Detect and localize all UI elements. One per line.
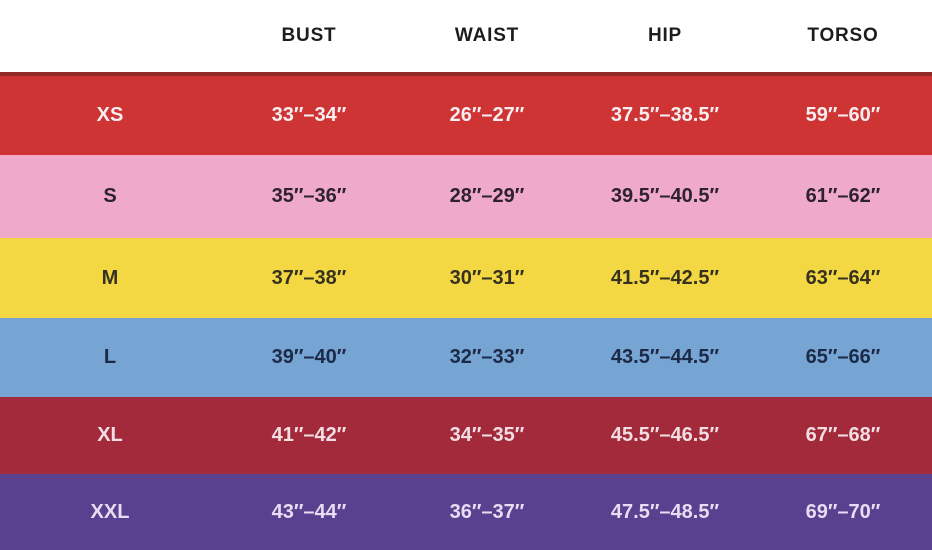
cell-s-bust: 35″–36″: [271, 185, 347, 207]
header-cell-waist: WAIST: [454, 25, 520, 46]
cell-xl-hip: 45.5″–46.5″: [610, 424, 720, 446]
table-body: XS 33″–34″ 26″–27″ 37.5″–38.5″ 59″–60″ S 35″–3…: [0, 72, 932, 550]
header-cell-torso: TORSO: [807, 25, 879, 46]
cell-xxl-waist: 36″–37″: [449, 500, 525, 523]
cell-xxl-torso: 69″–70″: [805, 500, 881, 523]
cell-xs-hip: 37.5″–38.5″: [610, 104, 720, 126]
cell-xxl-bust: 43″–44″: [271, 500, 347, 523]
table-row-xs: XS 33″–34″ 26″–27″ 37.5″–38.5″ 59″–60″: [0, 72, 932, 155]
size-label-s: S: [103, 185, 117, 207]
cell-xs-torso: 59″–60″: [805, 104, 881, 126]
table-row-s: S 35″–36″ 28″–29″ 39.5″–40.5″ 61″–62″: [0, 155, 932, 238]
cell-m-bust: 37″–38″: [271, 266, 347, 289]
table-row-l: L 39″–40″ 32″–33″ 43.5″–44.5″ 65″–66″: [0, 318, 932, 397]
cell-s-hip: 39.5″–40.5″: [610, 185, 720, 207]
table-row-xl: XL 41″–42″ 34″–35″ 45.5″–46.5″ 67″–68″: [0, 397, 932, 474]
cell-m-torso: 63″–64″: [805, 266, 881, 289]
cell-s-torso: 61″–62″: [805, 185, 881, 207]
cell-xl-torso: 67″–68″: [805, 424, 881, 446]
cell-xl-waist: 34″–35″: [449, 424, 525, 446]
table-row-xxl: XXL 43″–44″ 36″–37″ 47.5″–48.5″ 69″–70″: [0, 474, 932, 550]
cell-m-hip: 41.5″–42.5″: [610, 266, 720, 289]
cell-xxl-hip: 47.5″–48.5″: [610, 500, 720, 523]
size-label-xxl: XXL: [90, 500, 130, 523]
table-row-m: M 37″–38″ 30″–31″ 41.5″–42.5″ 63″–64″: [0, 238, 932, 318]
size-label-m: M: [101, 266, 119, 289]
header-cell-bust: BUST: [281, 25, 337, 46]
size-label-xs: XS: [96, 104, 124, 126]
cell-xs-bust: 33″–34″: [271, 104, 347, 126]
size-label-l: L: [103, 346, 117, 368]
cell-m-waist: 30″–31″: [449, 266, 525, 289]
cell-xs-waist: 26″–27″: [449, 104, 525, 126]
cell-l-bust: 39″–40″: [271, 346, 347, 368]
cell-s-waist: 28″–29″: [449, 185, 525, 207]
header-cell-hip: HIP: [647, 25, 683, 46]
table-header-row: BUST WAIST HIP TORSO: [0, 0, 932, 72]
cell-xl-bust: 41″–42″: [271, 424, 347, 446]
cell-l-torso: 65″–66″: [805, 346, 881, 368]
cell-l-hip: 43.5″–44.5″: [610, 346, 720, 368]
cell-l-waist: 32″–33″: [449, 346, 525, 368]
size-label-xl: XL: [97, 424, 123, 446]
